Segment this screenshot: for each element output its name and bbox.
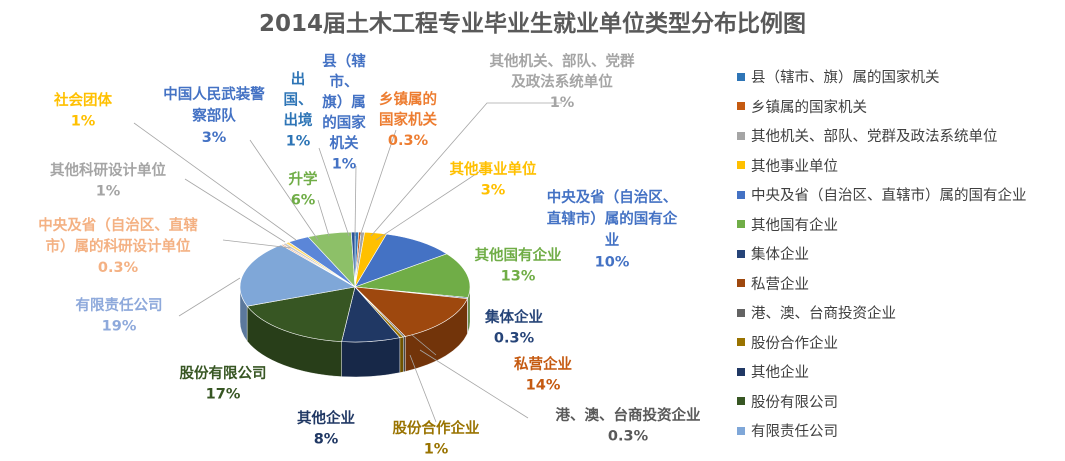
data-label-5: 其他国有企业 13% — [475, 246, 562, 285]
legend-label: 集体企业 — [751, 247, 809, 264]
data-label-16: 中国人民武装警察部队 3% — [163, 85, 265, 146]
legend-label: 有限责任公司 — [751, 424, 838, 441]
legend-label: 私营企业 — [751, 276, 809, 293]
data-label-8: 港、澳、台商投资企业 0.3% — [556, 406, 701, 445]
leader-line-18 — [318, 147, 350, 237]
legend-label: 股份合作企业 — [751, 335, 838, 352]
legend-item-2: 其他机关、部队、党群及政法系统单位 — [737, 121, 1062, 151]
legend-label: 股份有限公司 — [751, 394, 838, 411]
leader-line-16 — [249, 139, 319, 241]
legend-swatch — [737, 338, 745, 347]
data-label-3: 其他事业单位 3% — [450, 160, 537, 199]
chart-legend: 县（辖市、旗）属的国家机关 乡镇属的国家机关其他机关、部队、党群及政法系统单位 其他… — [737, 62, 1062, 446]
data-label-13: 中央及省（自治区、直辖市）属的科研设计单位 0.3% — [38, 216, 198, 276]
chart-title: 2014届土木工程专业毕业生就业单位类型分布比例图 — [258, 11, 806, 37]
legend-swatch — [737, 308, 745, 317]
legend-swatch — [737, 190, 745, 199]
leader-line-1 — [359, 129, 397, 237]
leader-line-17 — [317, 199, 330, 237]
legend-swatch — [737, 131, 745, 140]
legend-swatch — [737, 367, 745, 376]
data-label-2: 其他机关、部队、党群及政法系统单位 1% — [490, 52, 635, 111]
leader-line-0 — [354, 165, 357, 237]
legend-label: 其他机关、部队、党群及政法系统单位 — [751, 129, 998, 146]
pie-slice-side-10 — [341, 337, 401, 378]
legend-label: 其他事业单位 — [751, 158, 838, 175]
pie-slice-4 — [354, 233, 448, 288]
data-label-18: 出国、出境 1% — [284, 70, 313, 150]
pie-slice-side-9 — [399, 336, 404, 373]
legend-item-4: 中央及省（自治区、直辖市）属的国有企业 — [737, 180, 1062, 210]
data-label-14: 其他科研设计单位 1% — [50, 161, 166, 200]
legend-item-1: 乡镇属的国家机关 — [737, 92, 1062, 122]
legend-swatch — [737, 220, 745, 229]
leader-line-3 — [375, 167, 486, 241]
legend-swatch — [737, 161, 745, 170]
legend-item-7: 私营企业 — [737, 269, 1062, 299]
data-label-9: 股份合作企业 1% — [393, 419, 480, 458]
leader-line-13 — [222, 239, 292, 249]
legend-item-11: 股份有限公司 — [737, 387, 1062, 417]
pie-slice-11 — [246, 286, 356, 342]
leader-line-9 — [409, 354, 437, 423]
legend-item-5: 其他国有企业 — [737, 210, 1062, 240]
legend-label: 乡镇属的国家机关 — [751, 99, 867, 116]
data-label-17: 升学 6% — [289, 170, 318, 209]
pie-slice-5 — [354, 253, 471, 298]
legend-label: 其他企业 — [751, 365, 809, 382]
data-label-6: 集体企业 0.3% — [484, 308, 543, 347]
legend-item-9: 股份合作企业 — [737, 328, 1062, 358]
legend-item-12: 有限责任公司 — [737, 416, 1062, 446]
legend-swatch — [737, 426, 745, 435]
leader-line-7 — [411, 334, 437, 356]
legend-item-6: 集体企业 — [737, 239, 1062, 269]
legend-item-0: 县（辖市、旗）属的国家机关 — [737, 62, 1062, 92]
legend-swatch — [737, 72, 745, 81]
legend-swatch — [737, 279, 745, 288]
legend-label: 中央及省（自治区、直辖市）属的国有企业 — [751, 188, 1027, 205]
data-label-1: 乡镇属的国家机关 0.3% — [379, 90, 437, 149]
leader-line-2 — [370, 102, 562, 237]
legend-label: 县（辖市、旗）属的国家机关 — [751, 70, 940, 87]
legend-swatch — [737, 249, 745, 258]
data-label-10: 其他企业 8% — [297, 409, 355, 448]
legend-item-8: 港、澳、台商投资企业 — [737, 298, 1062, 328]
legend-item-3: 其他事业单位 — [737, 151, 1062, 181]
legend-swatch — [737, 102, 745, 111]
data-label-12: 有限责任公司 19% — [76, 296, 163, 335]
leader-line-15 — [133, 122, 297, 241]
leader-line-14 — [184, 178, 286, 243]
data-label-0: 县（辖市、旗）属的国家机关 1% — [322, 52, 366, 173]
legend-label: 其他国有企业 — [751, 217, 838, 234]
legend-item-10: 其他企业 — [737, 357, 1062, 387]
legend-swatch — [737, 397, 745, 406]
legend-label: 港、澳、台商投资企业 — [751, 306, 896, 323]
pie-slice-side-8 — [403, 336, 406, 373]
leader-line-8 — [419, 349, 529, 419]
data-label-11: 股份有限公司 17% — [180, 364, 267, 403]
pie-slice-7 — [354, 286, 468, 337]
data-label-7: 私营企业 14% — [514, 355, 572, 394]
data-label-15: 社会团体 1% — [53, 91, 112, 130]
pie-slice-12 — [239, 244, 356, 307]
data-label-4: 中央及省（自治区、直辖市）属的国有企业 10% — [547, 188, 678, 271]
leader-line-12 — [178, 277, 241, 317]
